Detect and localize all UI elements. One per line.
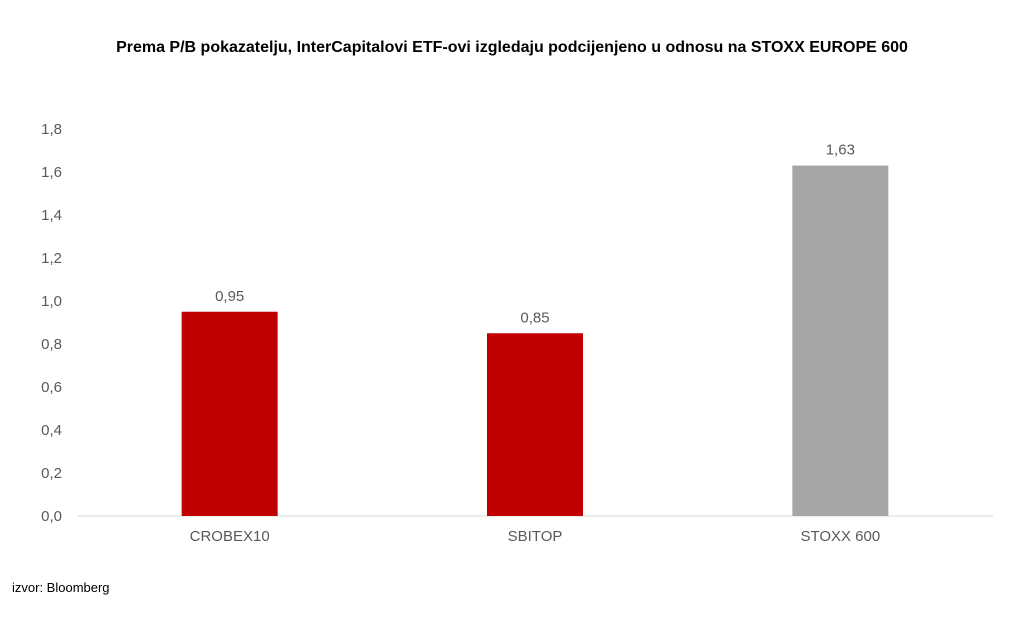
y-tick-label: 1,4 [41, 207, 62, 224]
y-tick-label: 0,8 [41, 336, 62, 353]
data-label: 0,95 [215, 288, 244, 305]
source-note: izvor: Bloomberg [12, 580, 110, 595]
x-tick-label: SBITOP [508, 528, 563, 545]
x-tick-label: STOXX 600 [800, 528, 880, 545]
data-label: 1,63 [826, 142, 855, 159]
bar [487, 333, 583, 516]
y-tick-label: 1,6 [41, 164, 62, 181]
y-tick-label: 1,2 [41, 250, 62, 267]
y-tick-label: 0,4 [41, 422, 62, 439]
y-tick-label: 0,2 [41, 465, 62, 482]
y-tick-label: 1,8 [41, 121, 62, 138]
chart-title: Prema P/B pokazatelju, InterCapitalovi E… [116, 39, 908, 56]
y-tick-label: 0,6 [41, 379, 62, 396]
data-label: 0,85 [520, 309, 549, 326]
bar [792, 165, 889, 517]
bar [181, 311, 278, 516]
y-tick-label: 1,0 [41, 293, 62, 310]
y-tick-label: 0,0 [41, 508, 62, 525]
x-tick-label: CROBEX10 [190, 528, 270, 545]
